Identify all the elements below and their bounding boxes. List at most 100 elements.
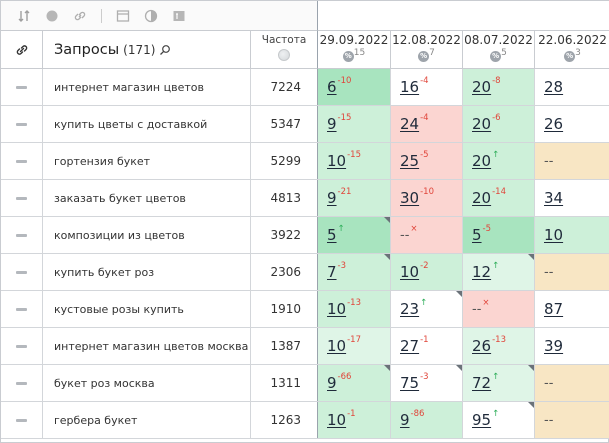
position-value[interactable]: 87 (544, 300, 564, 318)
position-cell[interactable]: 10 -17 (317, 328, 390, 364)
position-cell[interactable]: 9 -66 (317, 365, 390, 401)
position-cell[interactable]: 7 -3 (317, 254, 390, 290)
query-text[interactable]: гортензия букет (43, 143, 251, 179)
position-cell[interactable]: -- × (390, 217, 462, 253)
row-toggle[interactable] (1, 106, 43, 142)
position-cell[interactable]: 20 -14 (462, 180, 534, 216)
position-value[interactable]: 26 (544, 115, 564, 133)
percent-icon[interactable]: % (418, 50, 430, 62)
position-cell[interactable]: -- (534, 254, 609, 290)
position-cell[interactable]: 75 -3 (390, 365, 462, 401)
position-cell[interactable]: 20 -8 (462, 69, 534, 105)
position-value[interactable]: 9 (327, 189, 337, 207)
query-text[interactable]: кустовые розы купить (43, 291, 251, 327)
query-text[interactable]: гербера букет (43, 402, 251, 438)
position-value[interactable]: 12 (472, 263, 492, 281)
position-cell[interactable]: -- × (462, 291, 534, 327)
row-toggle[interactable] (1, 143, 43, 179)
link-icon[interactable] (73, 9, 87, 23)
position-value[interactable]: -- (544, 375, 554, 391)
query-column-header[interactable]: Запросы (171) (43, 31, 251, 69)
position-value[interactable]: 7 (327, 263, 337, 281)
position-value[interactable]: 5 (472, 226, 482, 244)
contrast-icon[interactable] (144, 9, 158, 23)
percent-icon[interactable]: % (564, 50, 576, 62)
query-text[interactable]: интернет магазин цветов москва (43, 328, 251, 364)
circle-icon[interactable] (45, 9, 59, 23)
date-column-header[interactable]: 08.07.2022% 5 (462, 31, 534, 69)
position-cell[interactable]: 72 ↑ (462, 365, 534, 401)
position-cell[interactable]: 27 -1 (390, 328, 462, 364)
position-value[interactable]: 20 (472, 78, 492, 96)
row-toggle[interactable] (1, 291, 43, 327)
position-cell[interactable]: 34 (534, 180, 609, 216)
position-value[interactable]: -- (400, 227, 410, 243)
position-cell[interactable]: 28 (534, 69, 609, 105)
percent-icon[interactable]: % (490, 50, 502, 62)
position-cell[interactable]: -- (534, 143, 609, 179)
position-cell[interactable]: 9 -15 (317, 106, 390, 142)
date-column-header[interactable]: 29.09.2022% 15 (317, 31, 390, 69)
position-value[interactable]: 6 (327, 78, 337, 96)
position-cell[interactable]: 26 (534, 106, 609, 142)
position-cell[interactable]: 23 ↑ (390, 291, 462, 327)
position-value[interactable]: 72 (472, 374, 492, 392)
row-toggle[interactable] (1, 217, 43, 253)
position-cell[interactable]: 20 ↑ (462, 143, 534, 179)
row-toggle[interactable] (1, 328, 43, 364)
position-cell[interactable]: 5 -5 (462, 217, 534, 253)
position-cell[interactable]: 6 -10 (317, 69, 390, 105)
position-value[interactable]: 75 (400, 374, 420, 392)
position-value[interactable]: 10 (544, 226, 564, 244)
row-toggle[interactable] (1, 254, 43, 290)
position-value[interactable]: 9 (400, 411, 410, 429)
query-text[interactable]: купить цветы с доставкой (43, 106, 251, 142)
position-cell[interactable]: 16 -4 (390, 69, 462, 105)
position-cell[interactable]: 30 -10 (390, 180, 462, 216)
position-cell[interactable]: 39 (534, 328, 609, 364)
query-text[interactable]: букет роз москва (43, 365, 251, 401)
query-text[interactable]: заказать букет цветов (43, 180, 251, 216)
position-value[interactable]: 23 (400, 300, 420, 318)
position-value[interactable]: 39 (544, 337, 564, 355)
row-toggle[interactable] (1, 180, 43, 216)
position-cell[interactable]: 9 -21 (317, 180, 390, 216)
position-cell[interactable]: 10 -15 (317, 143, 390, 179)
position-value[interactable]: -- (472, 301, 482, 317)
position-value[interactable]: 20 (472, 189, 492, 207)
query-text[interactable]: купить букет роз (43, 254, 251, 290)
position-cell[interactable]: 25 -5 (390, 143, 462, 179)
position-cell[interactable]: 5 ↑ (317, 217, 390, 253)
position-value[interactable]: 10 (327, 152, 347, 170)
position-cell[interactable]: 87 (534, 291, 609, 327)
position-value[interactable]: 24 (400, 115, 420, 133)
position-value[interactable]: 95 (472, 411, 492, 429)
position-cell[interactable]: 26 -13 (462, 328, 534, 364)
position-value[interactable]: -- (544, 412, 554, 428)
position-cell[interactable]: 10 -1 (317, 402, 390, 438)
position-value[interactable]: 16 (400, 78, 420, 96)
position-cell[interactable]: 10 -13 (317, 291, 390, 327)
position-value[interactable]: 10 (327, 300, 347, 318)
position-cell[interactable]: 12 ↑ (462, 254, 534, 290)
position-value[interactable]: 26 (472, 337, 492, 355)
position-cell[interactable]: -- (534, 365, 609, 401)
position-value[interactable]: 10 (327, 411, 347, 429)
sort-icon[interactable] (17, 9, 31, 23)
position-value[interactable]: 9 (327, 374, 337, 392)
table-icon[interactable] (116, 9, 130, 23)
query-text[interactable]: интернет магазин цветов (43, 69, 251, 105)
position-value[interactable]: 25 (400, 152, 420, 170)
position-value[interactable]: 10 (327, 337, 347, 355)
position-value[interactable]: 34 (544, 189, 564, 207)
position-value[interactable]: -- (544, 264, 554, 280)
percent-icon[interactable]: % (342, 50, 354, 62)
position-cell[interactable]: 20 -6 (462, 106, 534, 142)
date-column-header[interactable]: 22.06.2022% 3 (534, 31, 609, 69)
date-column-header[interactable]: 12.08.2022% 7 (390, 31, 462, 69)
position-value[interactable]: 9 (327, 115, 337, 133)
position-value[interactable]: 28 (544, 78, 564, 96)
position-value[interactable]: -- (544, 153, 554, 169)
search-icon[interactable] (159, 44, 171, 56)
position-cell[interactable]: -- (534, 402, 609, 438)
